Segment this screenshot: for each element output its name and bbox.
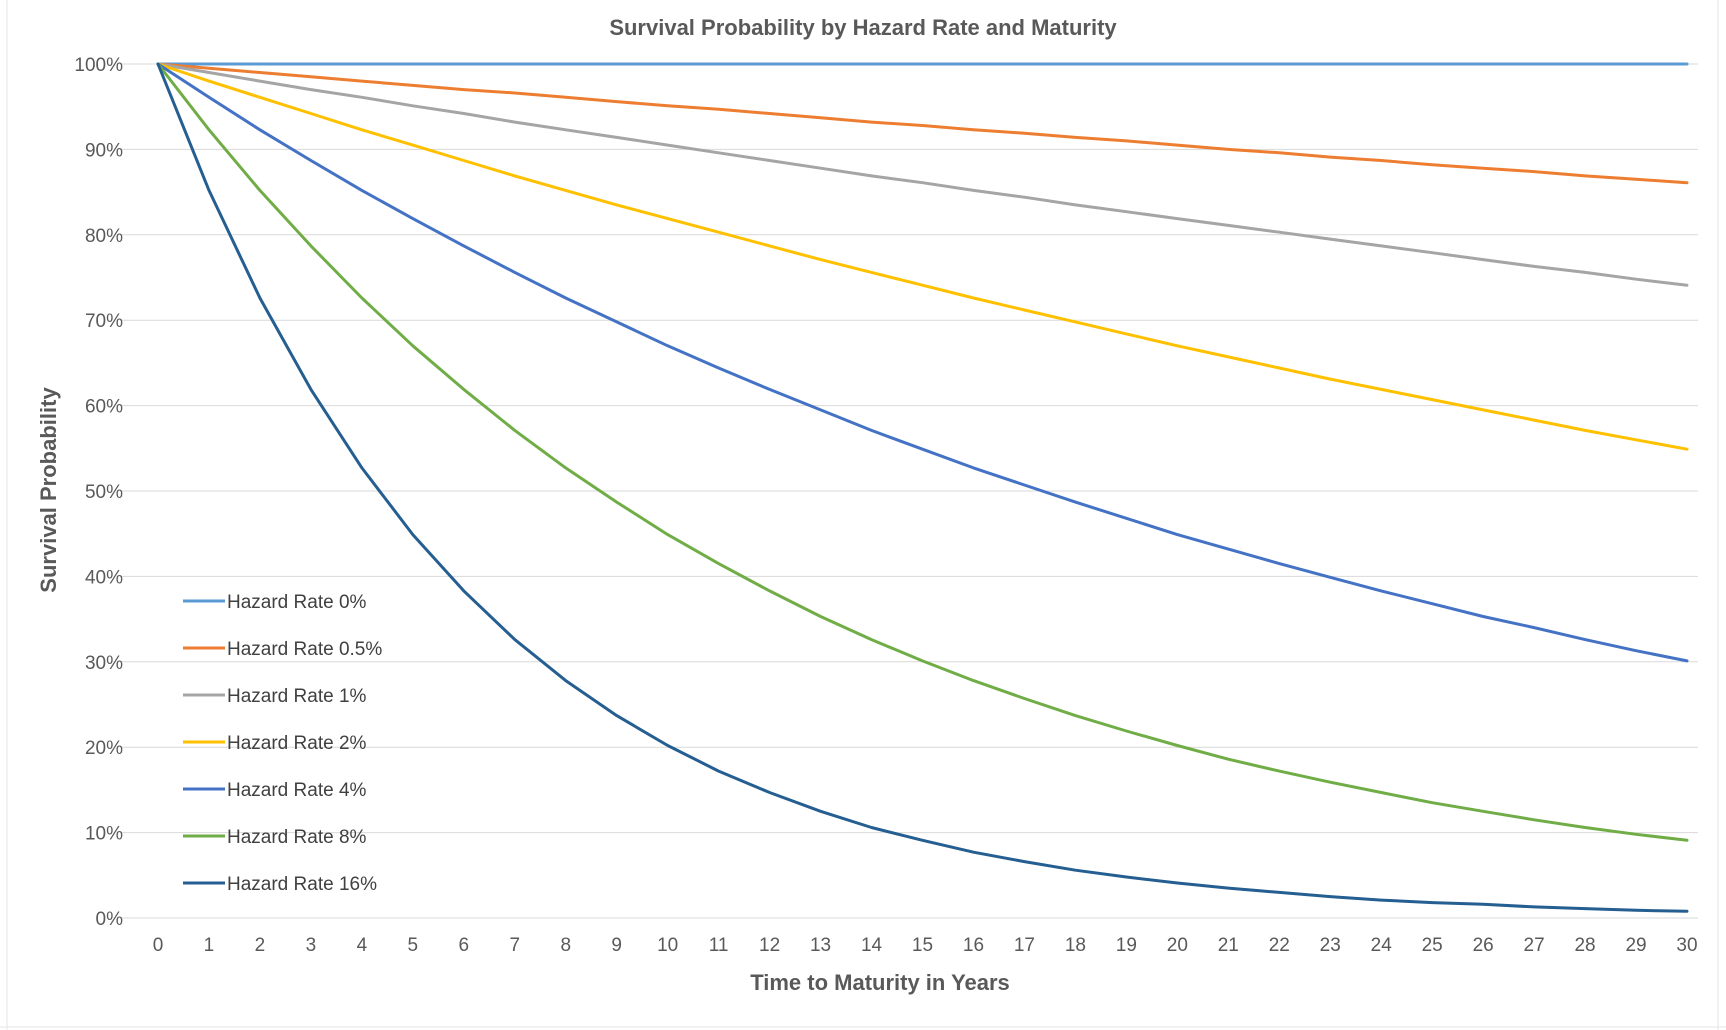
x-axis-ticks: 0 1 2 3 4 5 6 7 8 9 10 11 12 13 14 15 16 17 18 19 20 21 22 23 24… [153,935,1698,956]
y-axis-title: Survival Probability [36,387,61,593]
x-tick-label: 25 [1422,935,1443,956]
x-tick-label: 7 [509,935,520,956]
legend-label: Hazard Rate 4% [227,780,367,801]
legend-label: Hazard Rate 1% [227,686,367,707]
y-tick-label: 30% [85,653,123,674]
y-tick-label: 60% [85,397,123,418]
y-tick-label: 40% [85,567,123,588]
x-tick-label: 2 [255,935,266,956]
x-tick-label: 4 [357,935,368,956]
y-tick-label: 90% [85,140,123,161]
legend-item: Hazard Rate 1% [183,686,367,707]
x-axis-title: Time to Maturity in Years [750,970,1010,995]
series-line-2 [156,62,1689,287]
x-tick-label: 11 [709,935,729,956]
x-tick-label: 8 [560,935,571,956]
legend-label: Hazard Rate 0% [227,592,367,613]
legend-item: Hazard Rate 0% [183,592,367,613]
x-tick-label: 18 [1065,935,1086,956]
x-tick-label: 9 [611,935,622,956]
x-tick-label: 20 [1167,935,1188,956]
x-tick-label: 28 [1574,935,1595,956]
x-tick-label: 15 [912,935,933,956]
legend-label: Hazard Rate 2% [227,733,367,754]
y-tick-label: 100% [74,55,123,76]
legend-item: Hazard Rate 0.5% [183,639,382,660]
legend-label: Hazard Rate 8% [227,827,367,848]
x-tick-label: 1 [204,935,215,956]
x-tick-label: 27 [1524,935,1545,956]
series-line-3 [156,62,1689,451]
legend-item: Hazard Rate 2% [183,733,367,754]
x-tick-label: 0 [153,935,164,956]
x-tick-label: 22 [1269,935,1290,956]
legend-item: Hazard Rate 4% [183,780,367,801]
x-tick-label: 5 [408,935,419,956]
x-tick-label: 14 [861,935,883,956]
y-tick-label: 70% [85,311,123,332]
x-tick-label: 24 [1371,935,1393,956]
legend-label: Hazard Rate 16% [227,874,377,895]
series-line-4 [156,62,1689,663]
series-lines [156,62,1689,913]
x-tick-label: 30 [1676,935,1697,956]
x-tick-label: 6 [459,935,470,956]
legend: Hazard Rate 0% Hazard Rate 0.5% Hazard Rat… [183,592,382,895]
legend-item: Hazard Rate 16% [183,874,377,895]
x-tick-label: 3 [306,935,317,956]
x-tick-label: 12 [759,935,780,956]
series-line-6 [156,62,1689,913]
y-tick-label: 10% [85,824,123,845]
y-tick-label: 50% [85,482,123,503]
legend-item: Hazard Rate 8% [183,827,367,848]
x-tick-label: 13 [810,935,831,956]
y-axis-ticks: 0% 10% 20% 30% 40% 50% 60% 70% 80% 90% 100% [74,55,123,930]
chart-title: Survival Probability by Hazard Rate and … [609,15,1117,40]
x-tick-label: 19 [1116,935,1137,956]
x-tick-label: 26 [1473,935,1494,956]
series-line-5 [156,62,1689,842]
y-tick-label: 20% [85,738,123,759]
legend-label: Hazard Rate 0.5% [227,639,382,660]
y-tick-label: 80% [85,226,123,247]
x-tick-label: 17 [1014,935,1035,956]
series-line-1 [156,62,1689,185]
x-tick-label: 21 [1218,935,1239,956]
x-tick-label: 29 [1625,935,1646,956]
x-tick-label: 16 [963,935,984,956]
x-tick-label: 23 [1320,935,1341,956]
x-tick-label: 10 [657,935,678,956]
y-tick-label: 0% [96,909,124,930]
